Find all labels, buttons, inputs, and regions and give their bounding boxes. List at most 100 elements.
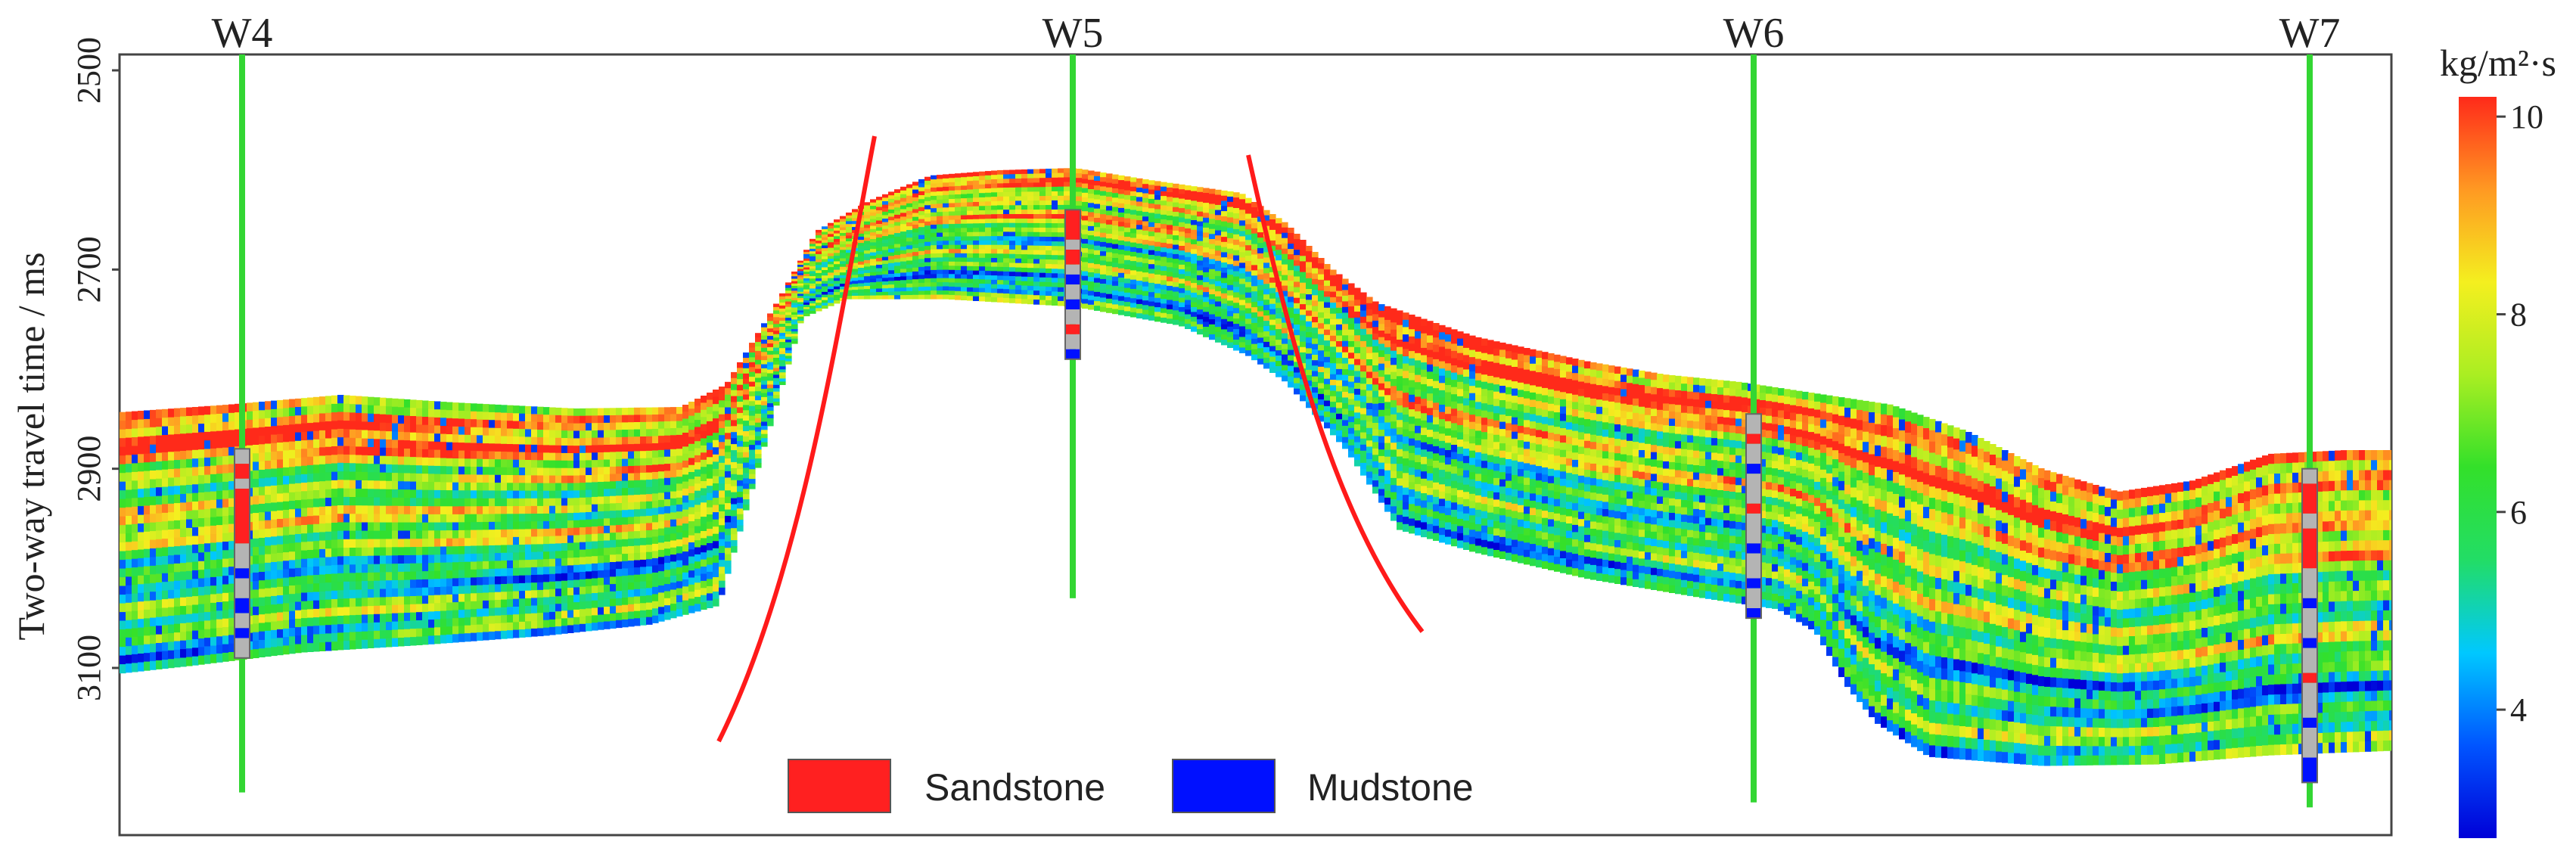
impedance-cell [682,502,689,511]
impedance-cell [404,505,411,515]
impedance-cell [440,635,447,644]
impedance-cell [422,620,429,629]
impedance-cell [707,543,713,551]
impedance-cell [749,439,756,446]
impedance-cell [507,483,514,492]
impedance-cell [174,425,181,435]
impedance-cell [1100,306,1107,312]
impedance-cell [937,261,943,266]
impedance-cell [592,585,598,594]
impedance-cell [640,523,647,532]
impedance-cell [253,564,259,573]
impedance-cell [809,278,816,282]
impedance-cell [434,417,441,427]
impedance-cell [537,529,544,537]
impedance-cell [380,638,387,648]
impedance-cell [452,554,459,563]
impedance-cell [210,654,217,663]
impedance-cell [519,467,526,476]
impedance-cell [918,203,925,208]
impedance-cell [828,250,834,254]
impedance-cell [519,582,526,592]
impedance-cell [688,436,695,445]
impedance-cell [882,246,889,251]
impedance-cell [731,444,738,451]
impedance-cell [144,644,151,654]
impedance-cell [580,520,586,528]
impedance-cell [991,236,998,241]
impedance-cell [694,576,701,583]
impedance-cell [180,649,187,659]
impedance-cell [555,475,562,484]
impedance-cell [543,544,550,552]
impedance-cell [894,200,901,204]
impedance-cell [132,489,138,498]
impedance-cell [1112,234,1119,241]
impedance-cell [307,601,314,610]
impedance-cell [773,368,780,372]
impedance-cell [779,308,786,312]
impedance-cell [840,235,847,239]
impedance-cell [295,517,302,526]
impedance-cell [943,278,949,283]
impedance-cell [1118,175,1125,181]
impedance-cell [265,511,272,521]
impedance-cell [495,451,502,460]
impedance-cell [549,581,556,590]
impedance-cell [362,555,368,565]
impedance-cell [253,487,259,497]
impedance-cell [725,567,732,574]
impedance-cell [198,595,205,605]
impedance-cell [894,255,901,259]
impedance-cell [761,393,768,398]
impedance-cell [604,445,611,453]
impedance-cell [870,249,877,253]
impedance-cell [1094,306,1101,311]
impedance-cell [144,445,151,455]
impedance-cell [761,430,768,435]
impedance-cell [1027,178,1034,184]
impedance-cell [961,253,968,259]
impedance-cell [773,324,780,328]
impedance-cell [410,596,417,605]
impedance-cell [483,585,489,594]
impedance-cell [483,419,489,428]
impedance-cell [670,596,677,604]
impedance-cell [931,225,937,229]
impedance-cell [1003,244,1010,250]
impedance-cell [713,512,719,520]
impedance-cell [216,551,223,560]
impedance-cell [519,629,526,638]
impedance-cell [513,536,520,545]
impedance-cell [126,507,132,517]
impedance-cell [949,178,956,183]
impedance-cell [586,549,592,557]
impedance-cell [434,482,441,491]
impedance-cell [325,438,332,448]
impedance-cell [761,396,768,402]
impedance-cell [646,458,653,466]
impedance-cell [1100,274,1107,280]
impedance-cell [150,574,157,584]
impedance-cell [1100,302,1107,308]
impedance-cell [513,567,520,576]
impedance-cell [337,446,344,455]
impedance-cell [858,280,865,284]
impedance-cell [900,186,907,191]
impedance-cell [682,446,689,455]
impedance-cell [289,602,296,612]
impedance-cell [858,289,865,294]
impedance-cell [676,407,683,415]
impedance-cell [440,522,447,531]
impedance-cell [325,617,332,626]
impedance-cell [828,228,834,232]
impedance-cell [1088,212,1095,218]
impedance-cell [688,479,695,487]
impedance-cell [567,490,574,498]
impedance-cell [452,466,459,475]
impedance-cell [888,277,895,281]
impedance-cell [410,440,417,449]
impedance-cell [1027,169,1034,175]
impedance-cell [1082,299,1089,304]
impedance-cell [676,470,683,477]
